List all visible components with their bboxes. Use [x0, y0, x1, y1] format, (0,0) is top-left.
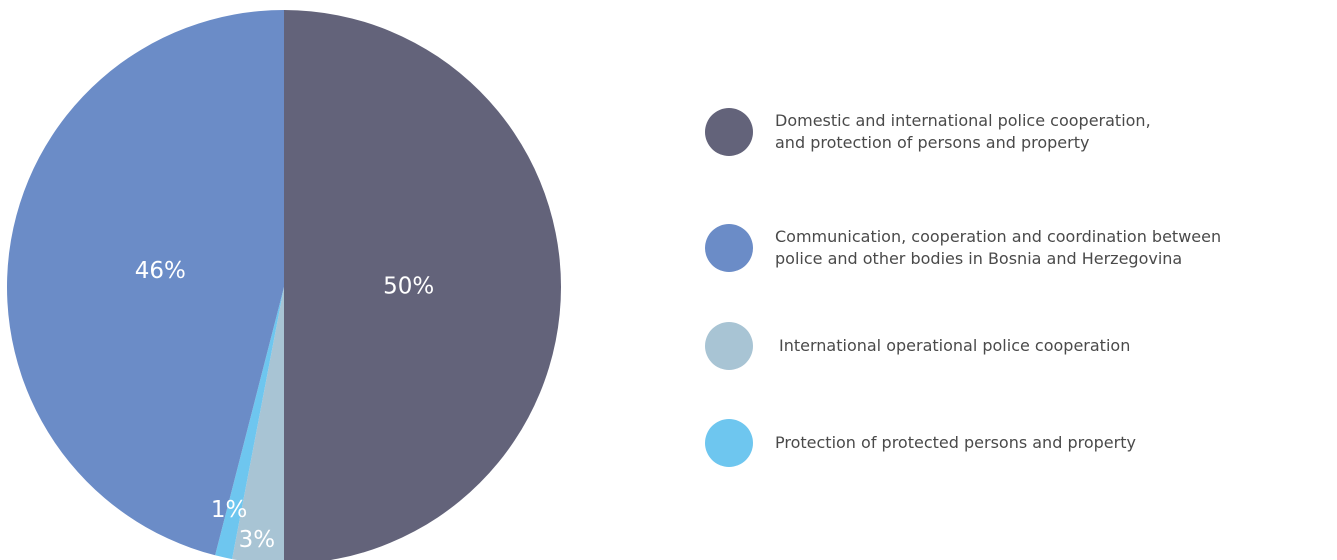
legend-swatch-protected-persons — [705, 419, 753, 467]
legend-swatch-domestic-international — [705, 108, 753, 156]
legend-label-communication-coordination: Communication, cooperation and coordinat… — [775, 227, 1222, 268]
pie-label-protection-of-protected-persons-and-prop: 1% — [211, 497, 248, 523]
legend-item-domestic-international: Domestic and international police cooper… — [705, 108, 1151, 156]
legend-label-domestic-international: Domestic and international police cooper… — [775, 111, 1151, 152]
pie-chart: 50% 3% 1% 46% — [7, 10, 561, 560]
legend-swatch-communication-coordination — [705, 224, 753, 272]
legend-item-international-operational: International operational police coopera… — [705, 322, 1130, 370]
legend-item-communication-coordination: Communication, cooperation and coordinat… — [705, 224, 1221, 272]
pie-label-communication-cooperation-and-coordinati: 46% — [135, 258, 186, 284]
legend-label-international-operational: International operational police coopera… — [779, 336, 1131, 355]
legend-label-protected-persons: Protection of protected persons and prop… — [775, 433, 1136, 452]
pie-label-international-operational-police-coopera: 3% — [239, 527, 276, 553]
pie-label-domestic-and-international-police-cooper: 50% — [383, 274, 434, 300]
pie-slice-international-operational-police-coopera — [232, 287, 284, 560]
pie-slice-protection-of-protected-persons-and-prop — [215, 287, 284, 560]
pie-slice-communication-cooperation-and-coordinati — [7, 10, 285, 556]
pie-slice-domestic-and-international-police-cooper — [284, 10, 561, 560]
legend-item-protected-persons: Protection of protected persons and prop… — [705, 419, 1136, 467]
legend-swatch-international-operational — [705, 322, 753, 370]
